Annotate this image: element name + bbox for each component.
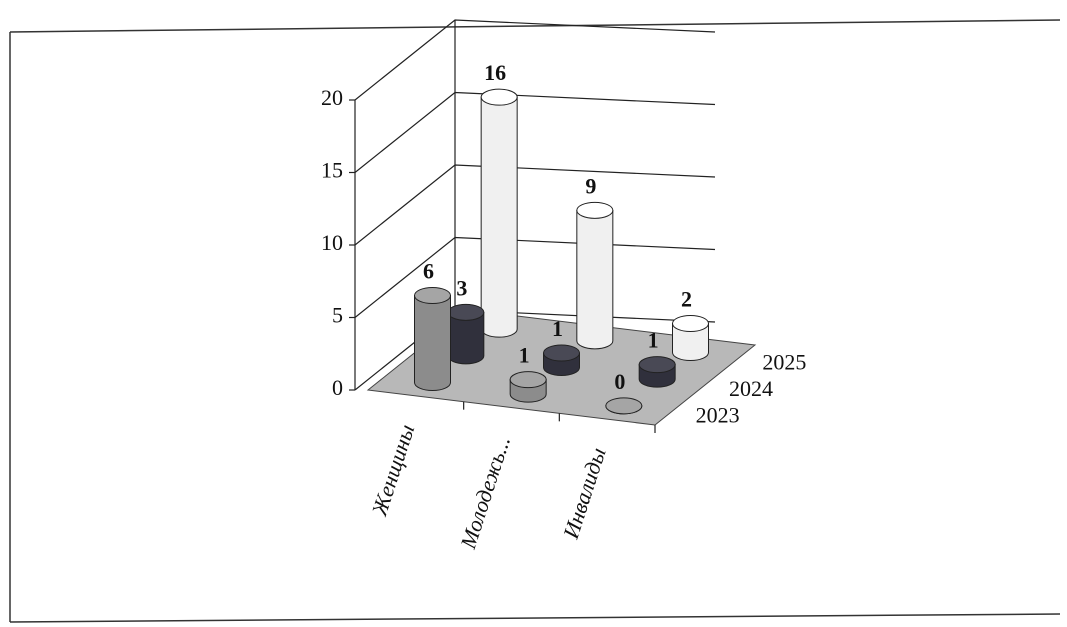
grid-line [354, 91, 716, 173]
cylinder-top [605, 397, 643, 415]
cylinder: 2 [672, 287, 709, 361]
y-tick-label: 0 [332, 375, 343, 400]
data-label: 1 [519, 343, 530, 368]
cylinder-body [480, 96, 518, 338]
data-label: 1 [648, 328, 659, 353]
cylinder-top [672, 315, 709, 332]
cylinder: 1 [543, 316, 580, 376]
cylinder: 1 [509, 343, 547, 403]
cylinder: 0 [605, 369, 643, 415]
data-label: 9 [585, 173, 596, 198]
data-label: 3 [456, 275, 467, 300]
legend-label: 2025 [762, 349, 806, 374]
cylinder-top [480, 88, 518, 106]
cylinder-body [672, 323, 709, 361]
x-tick-label: Женщины [366, 421, 419, 519]
y-tick-label: 15 [321, 158, 343, 183]
frame-top [9, 19, 1061, 33]
cylinder: 6 [414, 259, 451, 391]
cylinder-top [543, 344, 580, 362]
cylinder-top [509, 371, 547, 389]
grid-line [354, 236, 716, 318]
data-label: 2 [681, 287, 692, 312]
cylinder: 1 [638, 328, 676, 388]
y-tick-label: 5 [332, 303, 343, 328]
data-label: 1 [552, 316, 563, 341]
cylinder-body [576, 209, 614, 350]
cylinder-top [638, 356, 676, 374]
frame-bottom [9, 613, 1061, 623]
data-label: 16 [484, 60, 506, 85]
y-tick-label: 20 [321, 85, 343, 110]
x-tick-label: Молодежь... [455, 433, 515, 553]
grid-line [354, 19, 716, 101]
cylinder-top [576, 201, 614, 219]
grid-line [354, 164, 716, 246]
cylinder: 3 [447, 275, 485, 365]
legend-label: 2024 [729, 376, 773, 401]
cylinder: 16 [480, 60, 518, 338]
data-label: 6 [423, 259, 434, 284]
cylinder-top [447, 303, 485, 321]
cylinder-body [414, 295, 451, 391]
legend-label: 2023 [696, 403, 740, 428]
data-label: 0 [614, 369, 625, 394]
y-tick-label: 10 [321, 230, 343, 255]
x-tick-label: Инвалиды [558, 444, 611, 542]
cylinder: 9 [576, 173, 614, 350]
cylinder-top [414, 287, 451, 304]
